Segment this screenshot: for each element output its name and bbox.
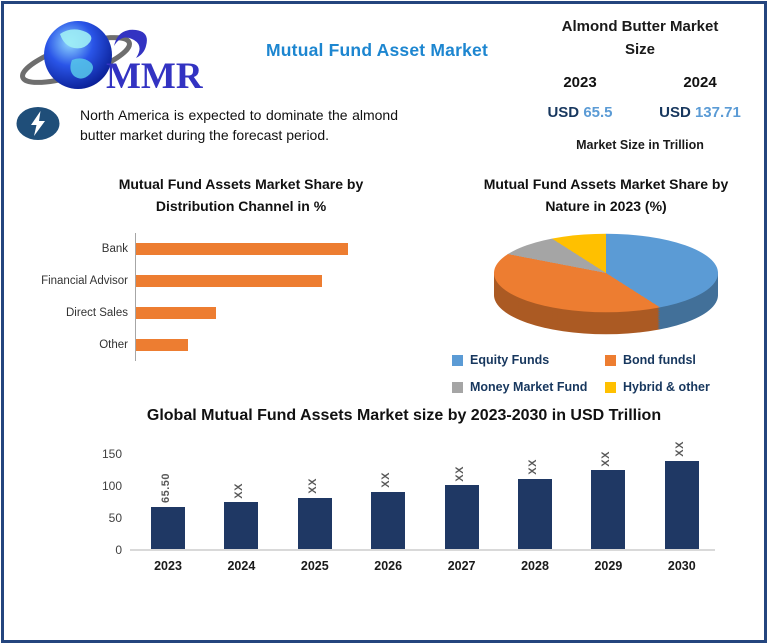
hbar-track	[135, 297, 446, 330]
hbar-bar	[136, 243, 348, 256]
x-axis-tick-label: 2027	[447, 559, 476, 574]
page-title: Mutual Fund Asset Market	[266, 40, 488, 60]
currency-2024: USD	[659, 104, 691, 121]
vbar-value-label: XX	[380, 471, 393, 488]
hbar-track	[135, 329, 446, 362]
legend-label: Equity Funds	[470, 353, 550, 368]
currency-2023: USD	[547, 104, 580, 121]
hbar-bar	[136, 275, 323, 288]
vbar-value-label: XX	[600, 450, 613, 467]
vbar-bar	[151, 507, 185, 550]
legend-label: Money Market Fund	[470, 380, 588, 395]
x-axis-tick-label: 2030	[667, 559, 696, 574]
value-2023: USD 65.5	[520, 104, 640, 121]
vbar-bar	[518, 478, 552, 550]
lightning-icon	[16, 106, 60, 141]
value-2024: USD 137.71	[640, 104, 760, 121]
vbar-value-label: XX	[233, 482, 246, 499]
legend-swatch	[605, 354, 616, 366]
legend-item: Equity Funds	[452, 353, 605, 367]
distribution-channel-chart: Mutual Fund Assets Market Share by Distr…	[36, 174, 446, 362]
legend-swatch	[605, 381, 616, 393]
hbar-category-label: Financial Advisor	[41, 275, 128, 288]
legend-item: Bond fundsl	[605, 353, 764, 367]
x-axis-tick-label: 2026	[374, 559, 403, 574]
global-market-size-chart-title: Global Mutual Fund Assets Market size by…	[146, 407, 662, 424]
x-axis-tick-label: 2029	[594, 559, 623, 574]
y-axis-tick-label: 150	[101, 447, 122, 462]
legend-label: Bond fundsl	[623, 353, 696, 368]
y-axis-tick-label: 0	[115, 543, 122, 558]
hbar-track	[135, 233, 446, 266]
market-size-panel: Almond Butter Market Size 2023 2024 USD …	[520, 16, 760, 152]
vbar-bar	[371, 491, 406, 550]
hbar-bar	[136, 307, 217, 320]
mmr-logo: MMR	[14, 8, 214, 104]
hbar-track	[135, 265, 446, 298]
amount-2024: 137.71	[694, 104, 741, 121]
year-2024-label: 2024	[683, 74, 717, 91]
market-size-years-row: 2023 2024	[520, 74, 760, 91]
hbar-row: Direct Sales	[36, 297, 446, 330]
global-market-size-chart: Global Mutual Fund Assets Market size by…	[80, 404, 728, 573]
hbar-category-label: Bank	[101, 243, 128, 256]
distribution-channel-chart-title: Mutual Fund Assets Market Share by Distr…	[118, 176, 364, 214]
hbar-row: Financial Advisor	[36, 265, 446, 298]
vbar-bar	[664, 460, 699, 550]
x-axis-tick-label: 2024	[227, 559, 256, 574]
vbar-value-label: XX	[527, 459, 539, 475]
x-axis-tick-label: 2028	[521, 559, 549, 574]
nature-pie-chart: Mutual Fund Assets Market Share by Natur…	[448, 174, 764, 394]
market-size-footnote: Market Size in Trillion	[576, 138, 704, 152]
legend-label: Hybrid & other	[623, 380, 710, 395]
vbar-bar	[224, 502, 259, 550]
y-axis-tick-label: 100	[101, 479, 122, 494]
hbar-row: Other	[36, 329, 446, 362]
y-axis-tick-label: 50	[108, 511, 122, 526]
pie-3d	[494, 234, 718, 336]
vbar-value-label: XX	[306, 478, 319, 494]
vbar-value-label: XX	[453, 465, 466, 482]
legend-item: Money Market Fund	[452, 380, 605, 394]
highlight-text: North America is expected to dominate th…	[80, 107, 398, 143]
hbar-bar	[136, 339, 188, 352]
legend-swatch	[452, 381, 463, 393]
vbar-value-label: XX	[673, 441, 686, 457]
vbar-value-label: 65.50	[160, 473, 172, 504]
hbar-rows: Bank Financial Advisor Direct Sales Other	[36, 233, 446, 362]
vbar-plot-area: 0 50 100 150 65.50 2023 XX 2024 XX 2025 XX 2026 XX 20…	[102, 441, 715, 573]
x-axis-tick-label: 2023	[154, 559, 182, 574]
legend-swatch	[452, 354, 463, 366]
amount-2023: 65.5	[583, 104, 613, 121]
vbar-bar	[591, 470, 626, 550]
year-2023-label: 2023	[563, 74, 597, 91]
hbar-row: Bank	[36, 233, 446, 266]
nature-pie-chart-title: Mutual Fund Assets Market Share by Natur…	[483, 176, 729, 214]
pie-legend: Equity Funds Bond fundsl Money Market Fund…	[452, 353, 764, 394]
hbar-category-label: Direct Sales	[66, 307, 128, 320]
hbar-category-label: Other	[99, 339, 128, 352]
market-size-values-row: USD 65.5 USD 137.71	[520, 104, 760, 121]
market-size-title: Almond Butter Market Size	[561, 18, 719, 58]
highlight-callout: North America is expected to dominate th…	[16, 106, 398, 146]
globe-logo-icon: MMR	[20, 21, 204, 97]
logo-text: MMR	[106, 56, 204, 97]
vbar-bar	[297, 498, 332, 550]
vbar-bar	[444, 485, 479, 550]
legend-item: Hybrid & other	[605, 380, 764, 394]
pie-top-face	[494, 234, 718, 313]
x-axis-tick-label: 2025	[300, 559, 329, 574]
